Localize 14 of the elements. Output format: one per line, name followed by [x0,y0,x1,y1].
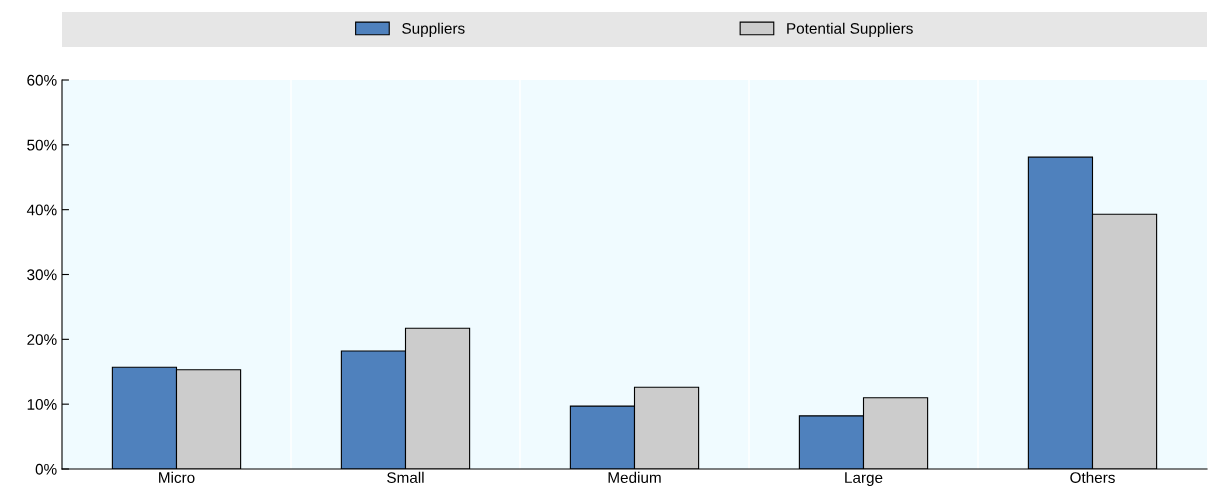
y-tick-label: 20% [27,334,57,346]
y-tick-label: 60% [27,74,57,86]
legend-label: Potential Suppliers [787,22,913,37]
x-tick-label: Others [1070,471,1115,483]
y-tick-label: 50% [27,139,57,151]
y-tick-label: 40% [26,204,57,216]
x-tick-label: Micro [159,471,195,483]
y-tick-label: 0% [35,463,57,475]
x-tick-label: Medium [608,471,661,483]
legend-label: Suppliers [402,22,465,37]
y-tick-label: 30% [27,269,57,281]
y-tick-label: 10% [27,399,57,410]
x-tick-label: Small [387,471,424,483]
x-tick-label: Large [845,472,883,487]
